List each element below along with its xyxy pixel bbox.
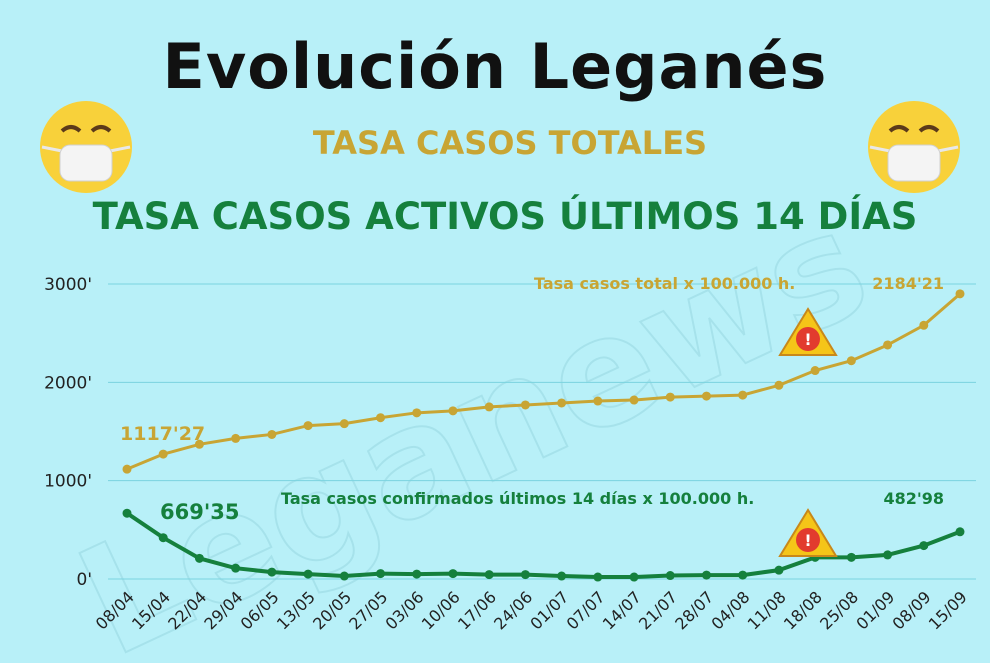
data-point-total bbox=[448, 406, 458, 416]
data-point-total bbox=[738, 390, 748, 400]
data-point-total bbox=[412, 408, 422, 418]
data-point-total bbox=[955, 289, 965, 299]
end-label-total: 2184'21 bbox=[872, 274, 944, 293]
x-tick-label: 28/07 bbox=[671, 587, 717, 633]
data-point-total bbox=[701, 391, 711, 401]
legend-label-total: Tasa casos total x 100.000 h. bbox=[534, 274, 795, 293]
data-point-active bbox=[593, 572, 603, 582]
y-tick-label: 1000' bbox=[44, 472, 92, 492]
data-point-active bbox=[448, 569, 458, 579]
data-point-total bbox=[810, 366, 820, 376]
data-point-active bbox=[955, 527, 965, 537]
data-point-total bbox=[665, 392, 675, 402]
x-tick-label: 22/04 bbox=[164, 587, 210, 633]
data-point-active bbox=[267, 567, 277, 577]
x-tick-label: 10/06 bbox=[418, 587, 464, 633]
data-point-total bbox=[122, 464, 132, 474]
legend-label-active: Tasa casos confirmados últimos 14 días x… bbox=[281, 489, 754, 508]
y-tick-label: 3000' bbox=[44, 275, 92, 295]
data-point-total bbox=[846, 356, 856, 366]
data-point-total bbox=[376, 413, 386, 423]
x-tick-label: 07/07 bbox=[563, 587, 609, 633]
y-tick-label: 0' bbox=[77, 570, 93, 590]
warning-mark: ! bbox=[804, 531, 811, 550]
warning-circle bbox=[796, 528, 820, 552]
subtitle-active: TASA CASOS ACTIVOS ÚLTIMOS 14 DÍAS bbox=[92, 195, 918, 238]
data-point-active bbox=[557, 571, 567, 581]
subtitle-total: TASA CASOS TOTALES bbox=[312, 124, 708, 162]
end-label-active: 482'98 bbox=[883, 489, 944, 508]
x-tick-label: 13/05 bbox=[273, 587, 319, 633]
series-line-active bbox=[125, 511, 961, 580]
x-tick-label: 24/06 bbox=[490, 587, 536, 633]
data-point-active bbox=[303, 569, 313, 579]
data-point-active bbox=[194, 553, 204, 563]
data-point-active bbox=[701, 570, 711, 580]
data-point-total bbox=[919, 320, 929, 330]
x-tick-label: 04/08 bbox=[707, 587, 753, 633]
data-point-active bbox=[738, 570, 748, 580]
start-label-active: 669'35 bbox=[160, 500, 240, 524]
data-point-active bbox=[376, 569, 386, 579]
warning-circle bbox=[796, 327, 820, 351]
x-tick-label: 15/04 bbox=[128, 587, 174, 633]
x-tick-label: 08/04 bbox=[92, 587, 138, 633]
x-tick-label: 21/07 bbox=[635, 587, 681, 633]
warning-mark: ! bbox=[804, 330, 811, 349]
data-point-total bbox=[629, 395, 639, 405]
data-point-total bbox=[194, 439, 204, 449]
data-point-active bbox=[520, 570, 530, 580]
data-point-total bbox=[267, 429, 277, 439]
data-point-total bbox=[520, 400, 530, 410]
data-point-active bbox=[883, 550, 893, 560]
x-tick-label: 06/05 bbox=[237, 587, 283, 633]
data-point-total bbox=[593, 396, 603, 406]
x-tick-label: 01/07 bbox=[526, 587, 572, 633]
x-tick-label: 25/08 bbox=[816, 587, 862, 633]
x-tick-label: 15/09 bbox=[925, 587, 971, 633]
data-point-total bbox=[557, 398, 567, 408]
data-point-total bbox=[158, 449, 168, 459]
x-tick-label: 20/05 bbox=[309, 587, 355, 633]
x-tick-label: 29/04 bbox=[200, 587, 246, 633]
data-point-total bbox=[484, 402, 494, 412]
data-point-active bbox=[158, 533, 168, 543]
data-point-active bbox=[919, 541, 929, 551]
masked-face-emoji-icon bbox=[868, 101, 960, 193]
x-tick-label: 03/06 bbox=[382, 587, 428, 633]
start-label-total: 1117'27 bbox=[120, 423, 205, 445]
x-tick-label: 01/09 bbox=[852, 587, 898, 633]
masked-face-emoji-icon bbox=[40, 101, 132, 193]
data-point-active bbox=[774, 565, 784, 575]
data-point-total bbox=[774, 380, 784, 390]
x-tick-label: 18/08 bbox=[780, 587, 826, 633]
data-point-total bbox=[231, 433, 241, 443]
x-tick-label: 08/09 bbox=[889, 587, 935, 633]
data-point-total bbox=[339, 419, 349, 429]
data-point-active bbox=[665, 571, 675, 581]
data-point-active bbox=[231, 563, 241, 573]
data-point-active bbox=[846, 552, 856, 562]
data-point-active bbox=[629, 572, 639, 582]
data-point-total bbox=[303, 421, 313, 431]
data-point-active bbox=[339, 571, 349, 581]
data-point-active bbox=[484, 570, 494, 580]
x-tick-label: 11/08 bbox=[744, 587, 790, 633]
page-title: Evolución Leganés bbox=[162, 30, 828, 103]
series-line-total bbox=[126, 292, 961, 471]
x-tick-label: 17/06 bbox=[454, 587, 500, 633]
x-tick-label: 27/05 bbox=[345, 587, 391, 633]
y-tick-label: 2000' bbox=[44, 373, 92, 393]
data-point-total bbox=[883, 340, 893, 350]
x-tick-label: 14/07 bbox=[599, 587, 645, 633]
data-point-active bbox=[412, 569, 422, 579]
data-point-active bbox=[122, 508, 132, 518]
